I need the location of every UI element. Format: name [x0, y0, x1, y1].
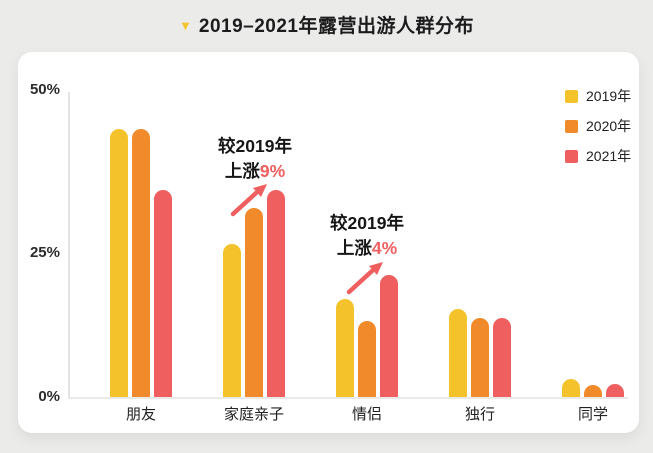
plot-area [18, 52, 639, 397]
bar-group-情侣 [336, 275, 398, 397]
legend-item-2021年: 2021年 [565, 148, 632, 164]
bar-group-独行 [449, 309, 511, 397]
bar-2021年-家庭亲子 [267, 190, 285, 397]
y-axis-tick-25: 25% [29, 244, 60, 261]
legend-item-2020年: 2020年 [565, 118, 632, 134]
bar-2020年-朋友 [132, 129, 150, 397]
chart-card: 50% 25% 0% 朋友 家庭亲子 情侣 独行 同学 2019年 2020年 2021年 … [18, 52, 639, 433]
bar-group-家庭亲子 [223, 190, 285, 397]
legend-label: 2019年 [586, 88, 632, 104]
bar-2020年-家庭亲子 [245, 208, 263, 397]
annotation-line1: 较2019年 [218, 136, 292, 156]
annotation-line1: 较2019年 [330, 213, 404, 233]
x-category-label-独行: 独行 [464, 406, 496, 423]
x-axis-line [68, 397, 628, 399]
bar-group-朋友 [110, 129, 172, 397]
y-axis-tick-50: 50% [29, 81, 60, 98]
bar-2021年-情侣 [380, 275, 398, 397]
bar-2021年-同学 [606, 384, 624, 397]
bar-2020年-独行 [471, 318, 489, 397]
x-category-label-朋友: 朋友 [125, 406, 157, 423]
annotation-value: 4% [371, 238, 398, 258]
x-category-label-家庭亲子: 家庭亲子 [223, 406, 285, 423]
bar-2019年-家庭亲子 [223, 244, 241, 397]
annotation-line2-prefix: 上涨 [224, 161, 260, 181]
annotation-couple-growth: 较2019年 上涨4% [330, 211, 404, 261]
legend-item-2019年: 2019年 [565, 88, 632, 104]
bar-2021年-朋友 [154, 190, 172, 397]
bar-2019年-同学 [562, 379, 580, 397]
trend-up-arrow-icon [230, 184, 267, 217]
bar-group-同学 [562, 379, 624, 397]
page-title: 2019–2021年露营出游人群分布 [198, 16, 474, 37]
legend-swatch-icon [565, 89, 578, 103]
bar-2021年-独行 [493, 318, 511, 397]
bar-2020年-情侣 [358, 321, 376, 397]
y-axis-line [68, 92, 70, 399]
legend-swatch-icon [565, 149, 578, 163]
annotation-value: 9% [259, 161, 286, 181]
y-axis-tick-0: 0% [38, 388, 60, 405]
legend-swatch-icon [565, 119, 578, 133]
bar-2019年-独行 [449, 309, 467, 397]
legend-label: 2021年 [586, 148, 632, 164]
x-category-label-同学: 同学 [577, 406, 609, 423]
bar-2020年-同学 [584, 385, 602, 397]
legend-label: 2020年 [586, 118, 632, 134]
bar-2019年-情侣 [336, 299, 354, 397]
annotation-line2-prefix: 上涨 [336, 238, 372, 258]
bar-2019年-朋友 [110, 129, 128, 397]
chart-title-bar: ▼ 2019–2021年露营出游人群分布 [0, 11, 653, 38]
legend: 2019年 2020年 2021年 [565, 88, 632, 164]
trend-up-arrow-icon [346, 262, 383, 295]
x-category-label-情侣: 情侣 [351, 406, 383, 423]
annotation-family-growth: 较2019年 上涨9% [218, 134, 292, 184]
triangle-marker-icon: ▼ [179, 18, 192, 33]
